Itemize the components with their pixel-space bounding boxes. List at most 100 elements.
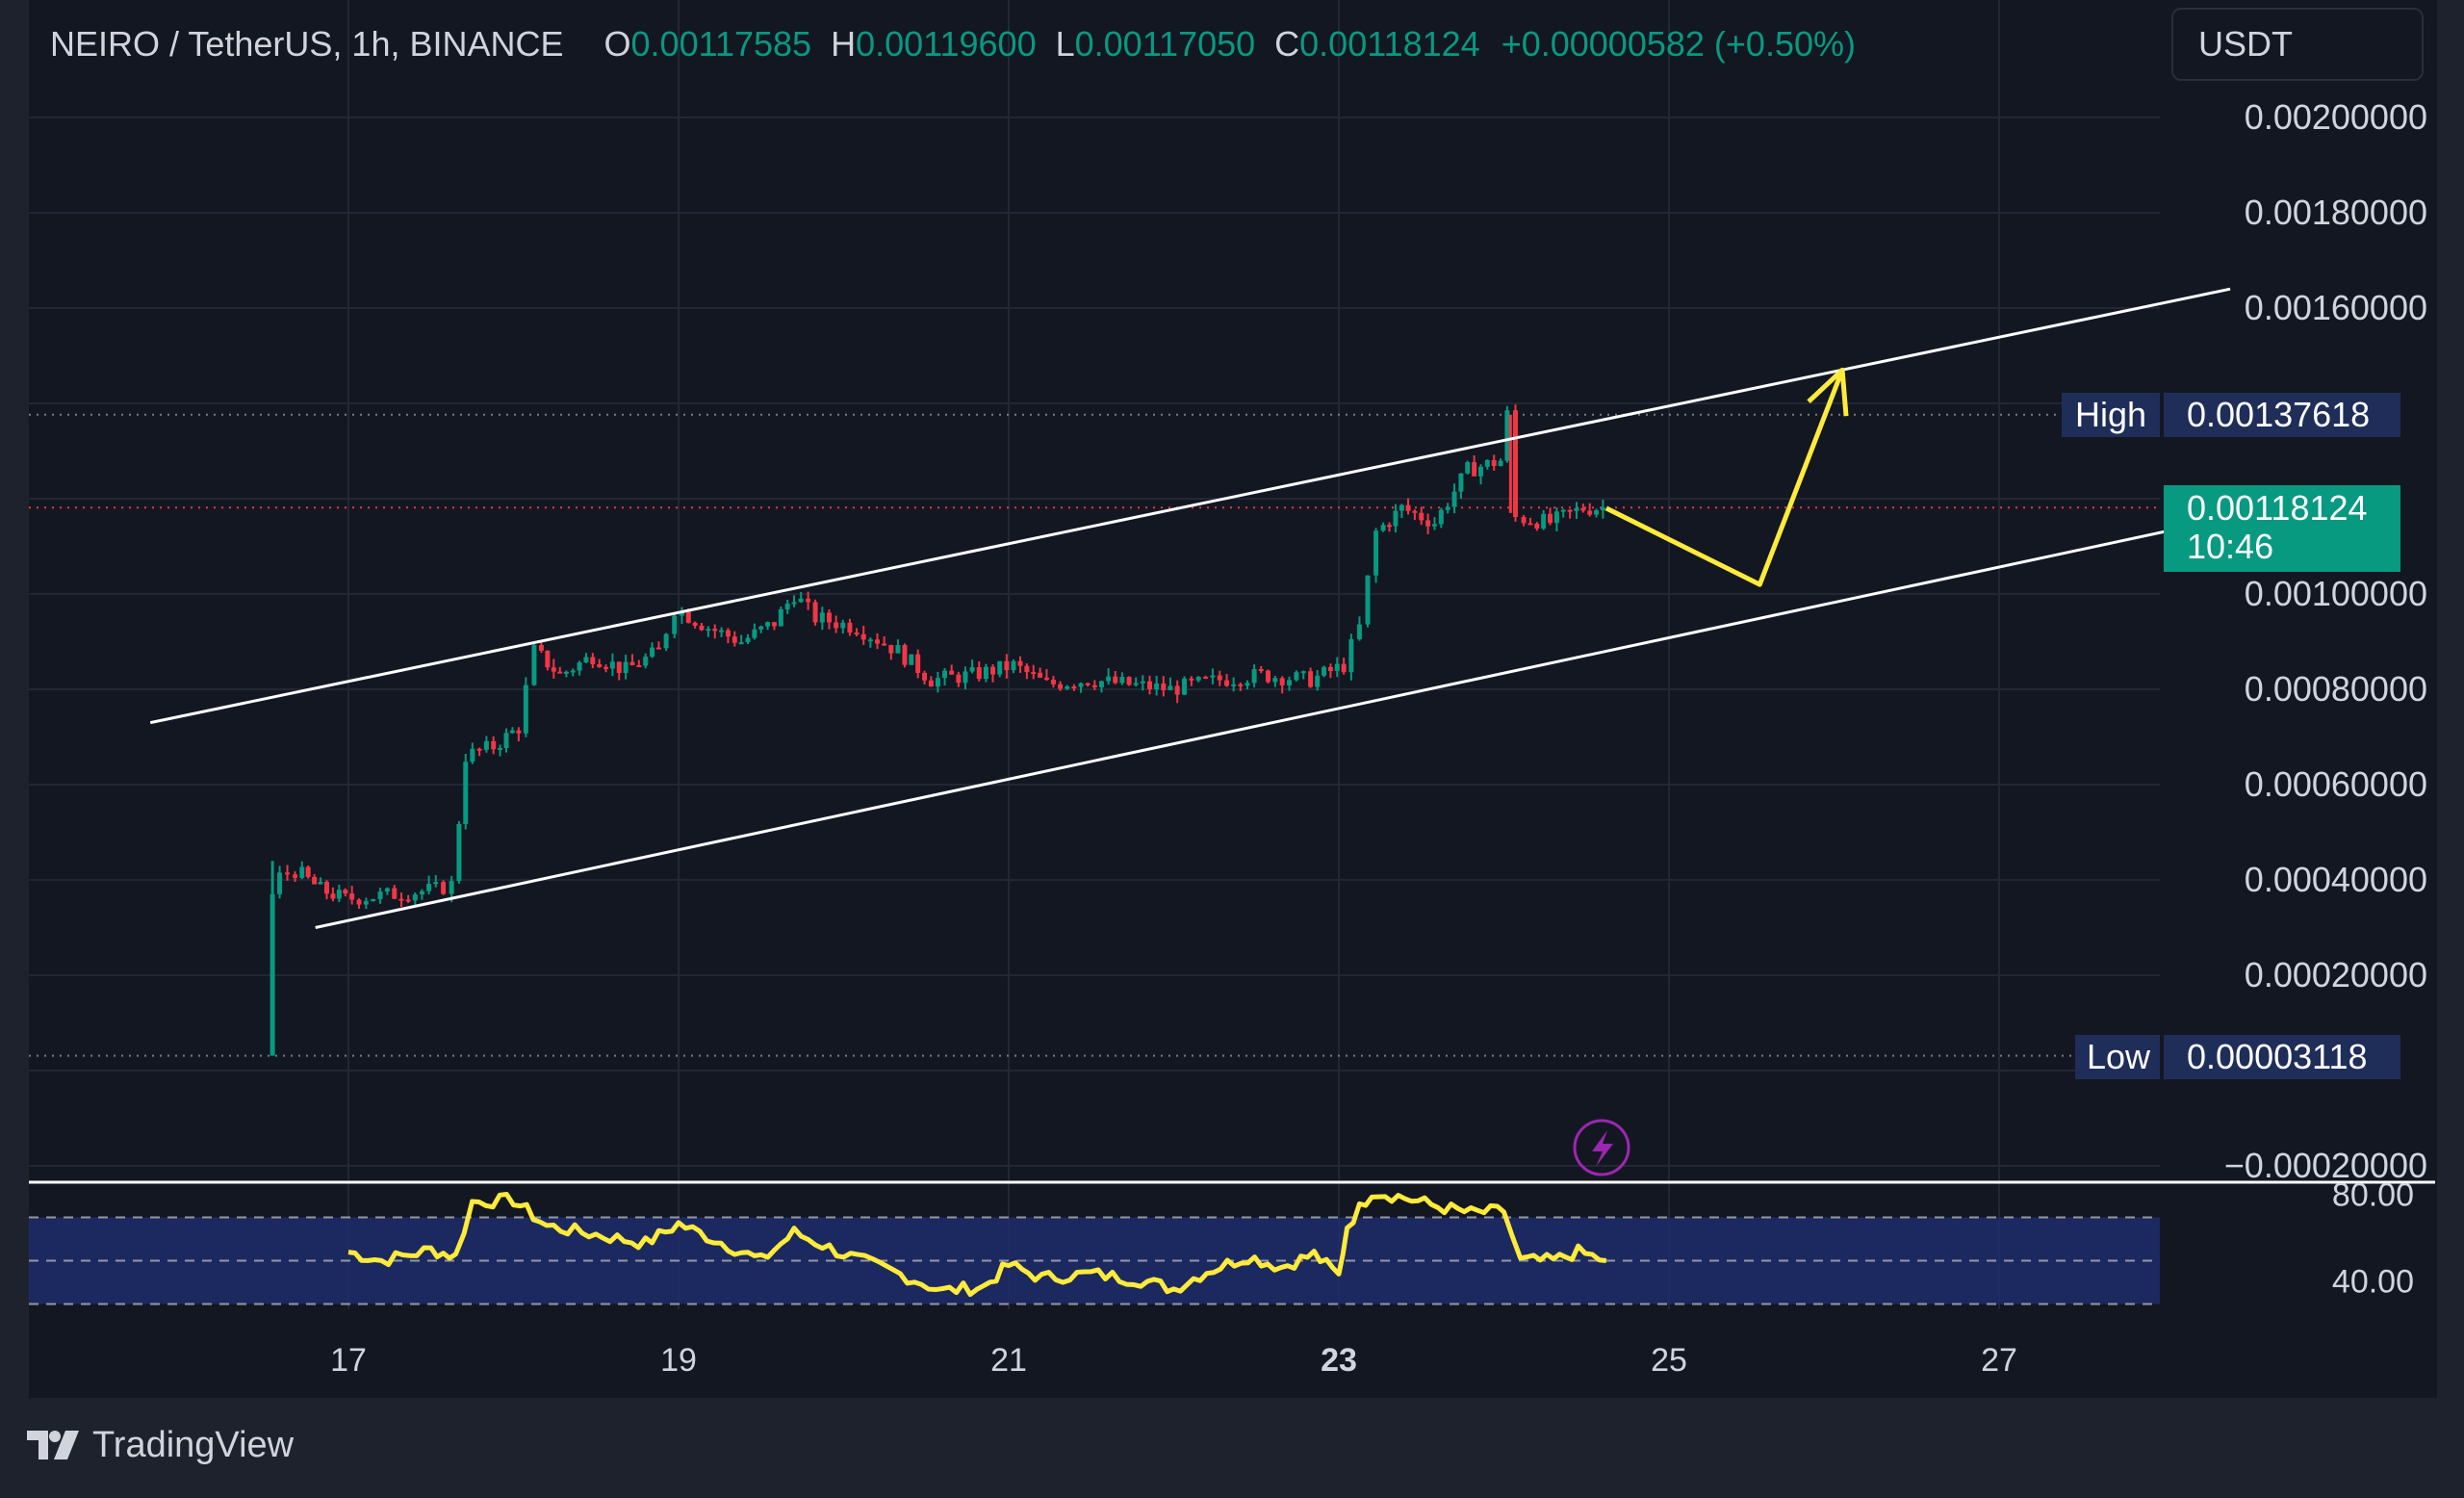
candle-body (1399, 504, 1404, 511)
candle-body (1425, 520, 1431, 527)
candle-body (847, 622, 853, 633)
candle-body (1334, 663, 1340, 672)
candle-body (1043, 677, 1049, 681)
candle-body (745, 637, 751, 643)
last-price-value: 0.00118124 (2187, 488, 2368, 528)
candle-body (1238, 684, 1244, 686)
candle-body (834, 622, 839, 629)
candle-body (616, 661, 622, 673)
candle-body (1182, 678, 1188, 695)
candlestick-series (270, 404, 1605, 1056)
candle-body (545, 650, 551, 668)
candle-body (679, 611, 684, 616)
candle-body (1231, 684, 1237, 686)
candle-body (1168, 685, 1173, 690)
candle-body (551, 667, 556, 672)
open-value: 0.00117585 (630, 24, 812, 64)
candle-body (1245, 683, 1250, 686)
candle-body (895, 645, 901, 654)
candle-body (888, 644, 894, 654)
candle-body (330, 893, 336, 899)
candle-body (277, 872, 283, 894)
price-tick-label: −0.00020000 (2223, 1146, 2427, 1185)
candle-body (812, 602, 818, 623)
price-marker-lines (29, 413, 2160, 1057)
candle-body (758, 626, 764, 630)
candle-body (969, 667, 975, 672)
low-marker-label: Low (2075, 1035, 2160, 1079)
candle-body (867, 639, 873, 642)
high-marker-value: 0.00137618 (2164, 393, 2400, 437)
last-price-tag: 0.00118124 10:46 (2164, 485, 2400, 572)
candle-body (476, 748, 482, 751)
candle-body (1140, 681, 1145, 684)
date-tick-label: 23 (1321, 1342, 1357, 1379)
candle-body (1521, 517, 1527, 524)
candle-body (441, 882, 447, 894)
candle-body (685, 611, 691, 623)
candle-body (1091, 684, 1097, 687)
symbol-title[interactable]: NEIRO / TetherUS, 1h, BINANCE (50, 24, 564, 64)
candle-body (1567, 509, 1573, 512)
candle-body (1504, 410, 1510, 461)
candle-body (1574, 507, 1579, 511)
candle-body (1534, 523, 1540, 529)
price-tick-label: 0.00080000 (2244, 669, 2427, 709)
candle-body (1195, 677, 1201, 681)
candle-body (590, 657, 596, 665)
candle-body (798, 598, 804, 603)
candle-body (997, 660, 1003, 675)
candle-body (765, 622, 771, 627)
low-marker-text: Low (2087, 1037, 2151, 1076)
candle-body (299, 866, 305, 878)
candle-body (1279, 678, 1285, 685)
price-tick-label: 0.00200000 (2244, 97, 2427, 137)
lightning-icon[interactable] (1573, 1119, 1630, 1176)
candle-body (405, 899, 411, 902)
candle-body (1553, 511, 1559, 524)
high-marker-price: 0.00137618 (2187, 395, 2371, 434)
candle-body (1548, 513, 1553, 524)
tradingview-logo[interactable]: TradingView (27, 1425, 294, 1466)
close-label: C (1274, 24, 1300, 64)
candle-body (1594, 510, 1600, 515)
high-label: H (831, 24, 857, 64)
drawings-layer[interactable] (149, 287, 2297, 929)
candle-body (1365, 575, 1371, 625)
candle-body (285, 872, 291, 875)
candle-body (915, 654, 921, 673)
candle-body (1106, 676, 1112, 682)
candle-body (1356, 624, 1362, 639)
candle-body (1387, 525, 1393, 528)
high-marker-label: High (2062, 393, 2160, 437)
candle-body (956, 674, 962, 684)
date-tick-label: 19 (660, 1342, 697, 1379)
candle-body (523, 684, 528, 734)
price-tick-label: 0.00160000 (2244, 288, 2427, 327)
channel-lower-line (315, 502, 2297, 929)
candle-body (875, 639, 881, 644)
time-axis-corner (2160, 1309, 2437, 1398)
candle-body (983, 666, 988, 680)
candle-body (312, 876, 318, 885)
candle-body (426, 884, 432, 891)
candle-body (377, 891, 383, 899)
symbol-legend[interactable]: NEIRO / TetherUS, 1h, BINANCE O 0.0011758… (50, 21, 1856, 67)
currency-selector[interactable]: USDT (2171, 8, 2424, 81)
candle-body (1491, 459, 1497, 467)
candle-body (1161, 683, 1167, 690)
candle-body (1477, 466, 1483, 477)
candle-body (1189, 678, 1194, 681)
candle-body (1380, 525, 1386, 531)
candle-body (1258, 669, 1264, 672)
candle-body (1405, 504, 1411, 511)
candle-body (491, 740, 497, 750)
candle-body (1133, 683, 1139, 685)
rsi-line (347, 1192, 1607, 1298)
candle-body (655, 647, 661, 650)
candle-body (692, 622, 698, 626)
candle-body (419, 891, 424, 895)
candle-body (1004, 660, 1010, 671)
candle-body (463, 762, 469, 825)
